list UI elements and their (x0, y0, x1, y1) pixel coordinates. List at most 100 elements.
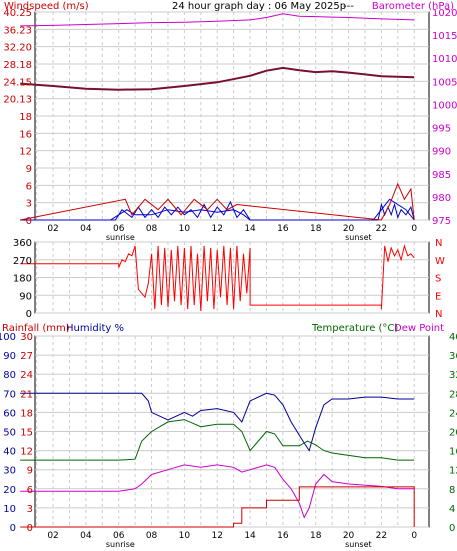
rainfall-tick-label: 9 (27, 466, 33, 477)
windspeed-tick-label: 40.25 (3, 8, 32, 19)
rainfall-tick-label: 6 (27, 485, 33, 496)
hour-tick-label: 04 (80, 531, 92, 541)
series-line-windspeed-m-s- (20, 200, 415, 221)
humidity-tick-label: 70 (3, 389, 16, 400)
windspeed-tick-label: 3 (26, 199, 32, 210)
barometer-tick-label: 1000 (432, 100, 457, 111)
windspeed-tick-label: 0 (26, 216, 32, 227)
humidity-tick-label: 100 (0, 332, 16, 343)
windspeed-tick-label: 24.15 (3, 77, 32, 88)
barometer-tick-label: 980 (432, 193, 451, 204)
humidity-tick-label: 30 (3, 466, 16, 477)
barometer-tick-label: 995 (432, 124, 451, 135)
humidity-tick-label: 60 (3, 408, 16, 419)
hour-tick-label: 14 (244, 224, 256, 234)
temperature-tick-label: 40 (449, 332, 457, 343)
hour-tick-label: 06 (113, 224, 125, 234)
hour-tick-label: 12 (211, 531, 222, 541)
series-line-humidity- (20, 392, 415, 452)
humidity-tick-label: 10 (3, 504, 16, 515)
barometer-tick-label: 1005 (432, 77, 457, 88)
barometer-tick-label: 1015 (432, 31, 457, 42)
temperature-tick-label: 0 (449, 523, 455, 534)
rainfall-tick-label: 0 (27, 523, 33, 534)
series-line-rainfall-mm- (20, 486, 415, 528)
temperature-axis-title: Temperature (°C) (311, 323, 398, 334)
windspeed-tick-label: 20.13 (3, 95, 32, 106)
hour-tick-label: 04 (80, 224, 92, 234)
hour-tick-label: 08 (146, 531, 158, 541)
temperature-tick-label: 36 (449, 351, 457, 362)
hour-tick-label: 08 (146, 224, 158, 234)
hour-tick-label: 10 (179, 531, 191, 541)
rainfall-tick-label: 12 (20, 447, 33, 458)
compass-label: N (435, 238, 442, 249)
windspeed-axis-title: Windspeed (m/s) (4, 1, 89, 12)
barometer-axis-title: Barometer (hPa) (372, 1, 454, 12)
humidity-tick-label: 20 (3, 485, 16, 496)
series-line-barometer-trend (20, 66, 415, 91)
dewpoint-axis-title: Dew Point (394, 323, 444, 334)
sunrise-label: sunrise (106, 540, 135, 549)
hour-tick-label: 18 (310, 224, 322, 234)
rainfall-tick-label: 15 (20, 428, 33, 439)
rainfall-axis-title: Rainfall (mm) (2, 323, 70, 334)
direction-tick-label: 90 (19, 291, 32, 302)
temperature-tick-label: 16 (449, 447, 457, 458)
hour-tick-label: 22 (376, 224, 387, 234)
series-line-dew-point (20, 464, 415, 519)
direction-tick-label: 360 (13, 238, 32, 249)
hour-tick-label: 22 (376, 531, 387, 541)
compass-label: E (435, 291, 441, 302)
windspeed-tick-label: 32.20 (3, 43, 32, 54)
hour-tick-label: 20 (343, 531, 355, 541)
hour-tick-label: 10 (179, 224, 191, 234)
hour-tick-label: 02 (47, 224, 58, 234)
hour-tick-label: 0 (411, 531, 417, 541)
barometer-tick-label: 1010 (432, 54, 457, 65)
barometer-tick-label: 1020 (432, 8, 457, 19)
barometer-tick-label: 990 (432, 147, 451, 158)
hour-tick-label: 06 (113, 531, 125, 541)
compass-label: S (435, 274, 441, 285)
hour-tick-label: 12 (211, 224, 222, 234)
direction-tick-label: 270 (13, 256, 32, 267)
humidity-tick-label: 90 (3, 351, 16, 362)
temperature-tick-label: 12 (449, 466, 457, 477)
rainfall-tick-label: 21 (20, 389, 33, 400)
rainfall-tick-label: 3 (27, 504, 33, 515)
humidity-tick-label: 0 (10, 523, 16, 534)
temperature-tick-label: 32 (449, 370, 457, 381)
sunrise-label: sunrise (106, 233, 135, 242)
hour-tick-label: 16 (277, 224, 289, 234)
direction-tick-label: 180 (13, 274, 32, 285)
hour-tick-label: 14 (244, 531, 256, 541)
barometer-tick-label: 985 (432, 170, 451, 181)
temperature-tick-label: 4 (449, 504, 455, 515)
windspeed-tick-label: 12 (19, 147, 32, 158)
hour-tick-label: 0 (411, 224, 417, 234)
humidity-tick-label: 80 (3, 370, 16, 381)
hour-tick-label: 20 (343, 224, 355, 234)
windspeed-tick-label: 16 (19, 129, 32, 140)
temperature-tick-label: 24 (449, 408, 457, 419)
series-line-barometer-hpa- (20, 13, 415, 27)
title-dashes: --- (343, 1, 354, 12)
hour-tick-label: 16 (277, 531, 289, 541)
windspeed-tick-label: 18 (19, 112, 32, 123)
sunset-label: sunset (345, 540, 372, 549)
rainfall-tick-label: 30 (20, 332, 33, 343)
series-line-max-gust-m-s- (20, 182, 415, 221)
series-line-gust-m-s- (20, 198, 415, 221)
barometer-tick-label: 975 (432, 216, 451, 227)
temperature-tick-label: 8 (449, 485, 455, 496)
sunset-label: sunset (345, 233, 372, 242)
compass-label: N (435, 309, 442, 320)
rainfall-tick-label: 27 (20, 351, 33, 362)
rainfall-tick-label: 18 (20, 408, 33, 419)
rainfall-tick-label: 24 (20, 370, 33, 381)
windspeed-tick-label: 6 (26, 181, 32, 192)
temperature-tick-label: 28 (449, 389, 457, 400)
direction-tick-label: 0 (26, 309, 32, 320)
